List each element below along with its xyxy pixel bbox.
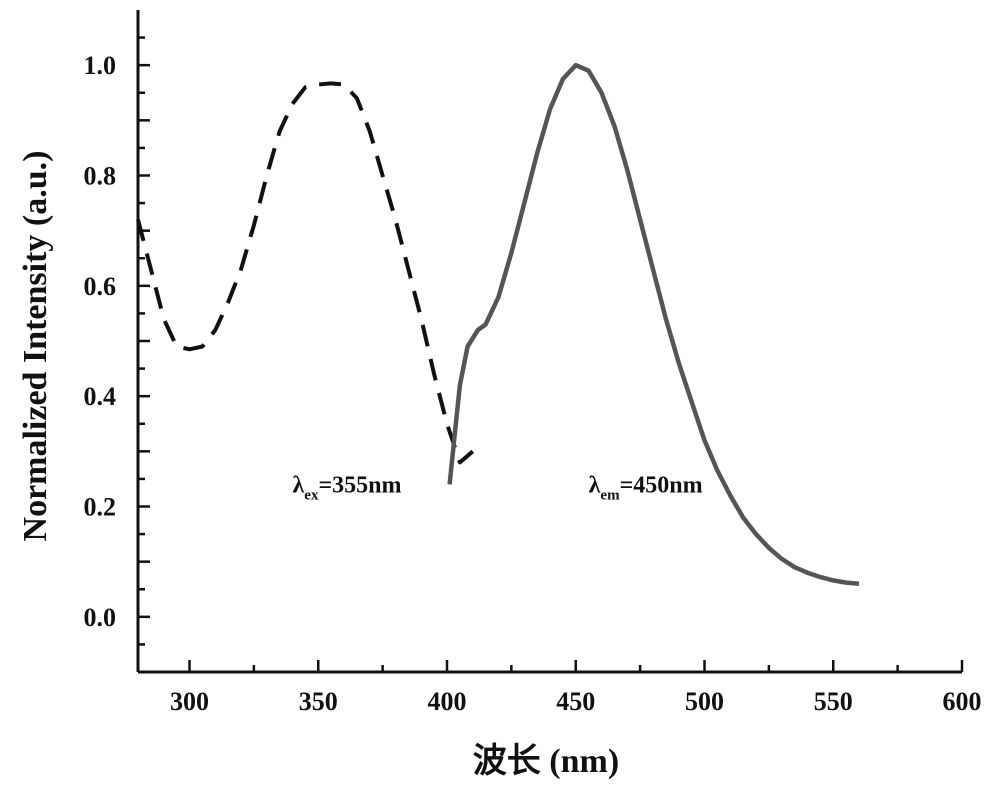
x-tick-label: 300 [170, 687, 209, 716]
emission-spectrum-line [450, 65, 859, 584]
y-tick-label: 0.4 [84, 382, 117, 411]
excitation-spectrum-line [138, 83, 473, 462]
x-axis-title: 波长 (nm) [473, 742, 619, 780]
y-tick-label: 0.8 [84, 162, 117, 191]
x-tick-label: 550 [814, 687, 853, 716]
x-tick-label: 450 [556, 687, 595, 716]
x-tick-label: 400 [428, 687, 467, 716]
y-tick-label: 0.0 [84, 603, 117, 632]
x-tick-label: 500 [685, 687, 724, 716]
annotations: λex=355nm λem=450nm [293, 473, 703, 504]
y-axis-ticks: 0.0 0.2 0.4 0.6 0.8 1.0 [84, 38, 151, 645]
x-tick-label: 350 [299, 687, 338, 716]
x-tick-label: 600 [943, 687, 982, 716]
x-axis-ticks: 300 350 400 450 500 550 600 [170, 660, 982, 716]
y-tick-label: 0.6 [84, 272, 117, 301]
y-tick-label: 0.2 [84, 493, 117, 522]
excitation-wavelength-label: λex=355nm [293, 473, 402, 504]
series-group [138, 65, 859, 584]
y-tick-label: 1.0 [84, 51, 117, 80]
y-axis-title: Normalized Intensity (a.u.) [17, 151, 54, 542]
emission-wavelength-label: λem=450nm [589, 473, 703, 504]
